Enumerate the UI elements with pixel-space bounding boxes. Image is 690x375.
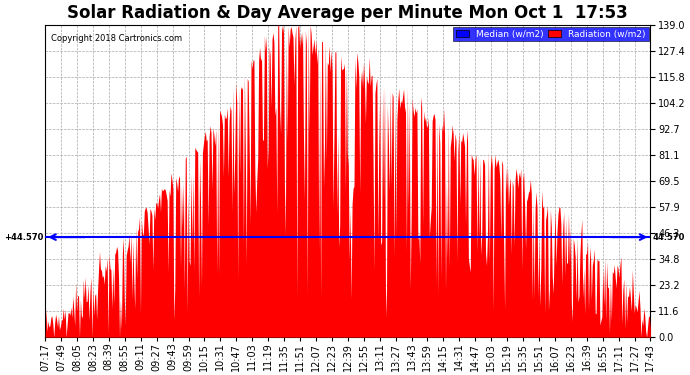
- Text: Copyright 2018 Cartronics.com: Copyright 2018 Cartronics.com: [51, 34, 182, 44]
- Text: +44.570: +44.570: [4, 232, 43, 242]
- Text: 44.570: 44.570: [652, 232, 684, 242]
- Title: Solar Radiation & Day Average per Minute Mon Oct 1  17:53: Solar Radiation & Day Average per Minute…: [68, 4, 628, 22]
- Legend: Median (w/m2), Radiation (w/m2): Median (w/m2), Radiation (w/m2): [453, 27, 649, 41]
